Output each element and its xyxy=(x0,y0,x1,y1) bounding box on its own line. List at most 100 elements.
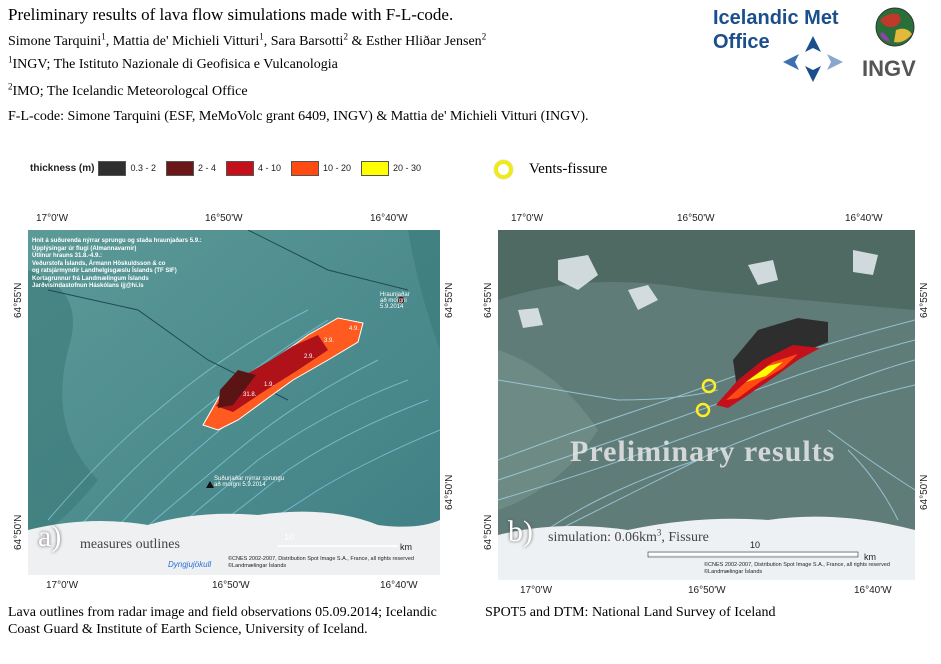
thickness-legend: thickness (m) 0.3 - 2 2 - 4 4 - 10 10 - 20 2… xyxy=(30,160,431,176)
map-b-top-tick: 16°50'W xyxy=(677,213,715,224)
map-b-bottom-tick: 16°50'W xyxy=(688,585,726,596)
map-b-sub-tail: , Fissure xyxy=(661,530,709,545)
map-b-copyright-2: ©Landmælingar Íslands xyxy=(704,569,763,575)
map-b-bottom-tick: 16°40'W xyxy=(854,585,892,596)
vent-ring-icon xyxy=(494,160,513,179)
map-b-overlay-text: Preliminary results xyxy=(570,435,836,468)
map-a-top-tick: 16°40'W xyxy=(370,213,408,224)
info-line: Kortagrunnur frá Landmælingum Íslands xyxy=(32,275,149,282)
map-a-scale-unit: km xyxy=(400,542,412,552)
map-b-sub-main: simulation: 0.06km xyxy=(548,530,657,545)
ingv-logo-text: INGV xyxy=(862,56,916,81)
ingv-logo: INGV xyxy=(860,6,938,86)
legend-swatch xyxy=(291,160,320,176)
map-b-left-tick: 64°50'N xyxy=(483,514,494,550)
map-b-left-tick: 64°55'N xyxy=(483,282,494,318)
affiliation-1: 1INGV; The Istituto Nazionale di Geofisi… xyxy=(8,54,338,73)
map-b-bottom-tick: 17°0'W xyxy=(520,585,553,596)
map-a-copyright-2: ©Landmælingar Íslands xyxy=(228,563,287,569)
map-a-terrain: 4.9. 3.9. 2.9. 1.9. 31.8. 10 km xyxy=(28,230,440,575)
map-a-date-label: 31.8. xyxy=(243,392,257,398)
legend-swatch xyxy=(98,160,127,176)
edge-label-2: að morgni xyxy=(380,298,407,304)
legend-swatch xyxy=(226,160,254,176)
edge-label-1: Hraunjaðar xyxy=(380,292,410,298)
map-b-copyright: ©CNES 2002-2007, Distribution Spot Image… xyxy=(704,562,890,568)
document-title: Preliminary results of lava flow simulat… xyxy=(8,5,454,24)
map-a-bottom-tick: 16°40'W xyxy=(380,580,418,591)
info-line: Veðurstofa Íslands, Ármann Höskuldsson &… xyxy=(32,260,166,267)
legend-items: 0.3 - 2 2 - 4 4 - 10 10 - 20 20 - 30 xyxy=(98,160,431,176)
map-a-panel-subtitle: measures outlines xyxy=(80,537,180,552)
edge-label-3: 5.9.2014 xyxy=(380,304,404,310)
info-line: Útlínur hrauns 31.8.-4.9.: xyxy=(32,253,103,259)
map-a-bottom-tick: 16°50'W xyxy=(212,580,250,591)
map-b-panel-letter: b) xyxy=(508,515,533,548)
vents-legend: Vents-fissure xyxy=(494,160,607,179)
ingv-globe-icon xyxy=(875,7,915,47)
author-2: , Mattia de' Michieli Vitturi xyxy=(105,34,260,49)
affiliation-2: 2IMO; The Icelandic Meteorologcal Office xyxy=(8,81,248,100)
vents-label: Vents-fissure xyxy=(529,161,608,177)
map-a-date-label: 2.9. xyxy=(304,354,314,360)
legend-label: 10 - 20 xyxy=(323,163,352,173)
author-1-sup: 1 xyxy=(101,31,106,42)
map-b-right-tick: 64°50'N xyxy=(919,474,930,510)
map-a-bottom-tick: 17°0'W xyxy=(46,580,79,591)
aff2-sup: 2 xyxy=(8,81,13,92)
legend-swatch xyxy=(361,160,390,176)
map-a-date-label: 3.9. xyxy=(324,338,334,344)
legend-swatch xyxy=(165,160,194,176)
map-b-terrain: 10 km xyxy=(498,230,915,580)
map-b-sub-sup: 3 xyxy=(656,527,662,538)
caption-right: SPOT5 and DTM: National Land Survey of I… xyxy=(485,605,776,620)
map-a-copyright: ©CNES 2002-2007, Distribution Spot Image… xyxy=(228,556,414,562)
info-line: Upplýsingar úr flugi (Almannavarnir) xyxy=(32,245,137,252)
map-a-edge-label: Hraunjaðar að morgni 5.9.2014 xyxy=(380,292,410,310)
map-b-scale-value: 10 xyxy=(750,540,760,550)
fissure-label-1: Suðurjaðar nýrrar sprungu xyxy=(214,476,285,482)
imo-logo: Icelandic Met Office xyxy=(713,6,849,86)
map-a-left-tick: 64°50'N xyxy=(13,514,24,550)
imo-line-1: Icelandic Met xyxy=(713,7,839,29)
map-b-top-tick: 16°40'W xyxy=(845,213,883,224)
map-a-date-label: 1.9. xyxy=(264,382,274,388)
author-4-sup: 2 xyxy=(481,31,487,42)
map-b-right-tick: 64°55'N xyxy=(919,282,930,318)
info-line: Jarðvísindastofnun Háskólans ijj@hi.is xyxy=(32,283,144,289)
map-a-right-tick: 64°55'N xyxy=(444,282,455,318)
map-a-panel-letter: a) xyxy=(38,520,62,553)
legend-title: thickness (m) xyxy=(30,162,95,174)
imo-arrows-icon xyxy=(783,36,843,82)
legend-label: 2 - 4 xyxy=(197,163,216,173)
map-a-left-tick: 64°55'N xyxy=(13,282,24,318)
authors-line: Simone Tarquini1, Mattia de' Michieli Vi… xyxy=(8,31,487,50)
map-b-panel-subtitle: simulation: 0.06km3, Fissure xyxy=(548,527,709,546)
legend-label: 20 - 30 xyxy=(393,163,422,173)
aff1-sup: 1 xyxy=(8,54,13,65)
author-1: Simone Tarquini xyxy=(8,34,102,49)
caption-left: Lava outlines from radar image and field… xyxy=(8,605,437,637)
map-a: 4.9. 3.9. 2.9. 1.9. 31.8. 10 km Hnit á s… xyxy=(28,230,440,575)
map-a-fissure-label: Suðurjaðar nýrrar sprungu að morgni 5.9.… xyxy=(214,476,284,488)
info-line: Hnit á suðurenda nýrrar sprungu og staða… xyxy=(32,238,202,244)
imo-logo-text: Icelandic Met Office xyxy=(713,6,839,54)
aff2-text: IMO; The Icelandic Meteorologcal Office xyxy=(12,84,248,99)
map-a-glacier-label: Dyngjujökull xyxy=(168,560,212,569)
legend-label: 4 - 10 xyxy=(258,163,282,173)
map-b: 10 km Preliminary results ©CNES 2002-200… xyxy=(498,230,915,580)
author-3: , Sara Barsotti xyxy=(263,34,344,49)
map-a-info-box: Hnit á suðurenda nýrrar sprungu og staða… xyxy=(32,238,202,291)
map-a-scale-value: 10 xyxy=(284,532,294,542)
author-3-sup: 2 xyxy=(343,31,348,42)
legend-label: 0.3 - 2 xyxy=(130,163,156,173)
code-credit: F-L-code: Simone Tarquini (ESF, MeMoVolc… xyxy=(8,109,589,124)
map-b-top-tick: 17°0'W xyxy=(511,213,544,224)
info-line: og ratsjármyndir Landhelgisgæslu Íslands… xyxy=(32,268,177,274)
aff1-text: INGV; The Istituto Nazionale di Geofisic… xyxy=(12,57,338,72)
map-a-date-label: 4.9. xyxy=(349,326,359,332)
author-2-sup: 1 xyxy=(259,31,264,42)
author-4: & Esther Hliðar Jensen xyxy=(347,34,482,49)
map-b-scale-unit: km xyxy=(864,552,876,562)
map-a-top-tick: 16°50'W xyxy=(205,213,243,224)
